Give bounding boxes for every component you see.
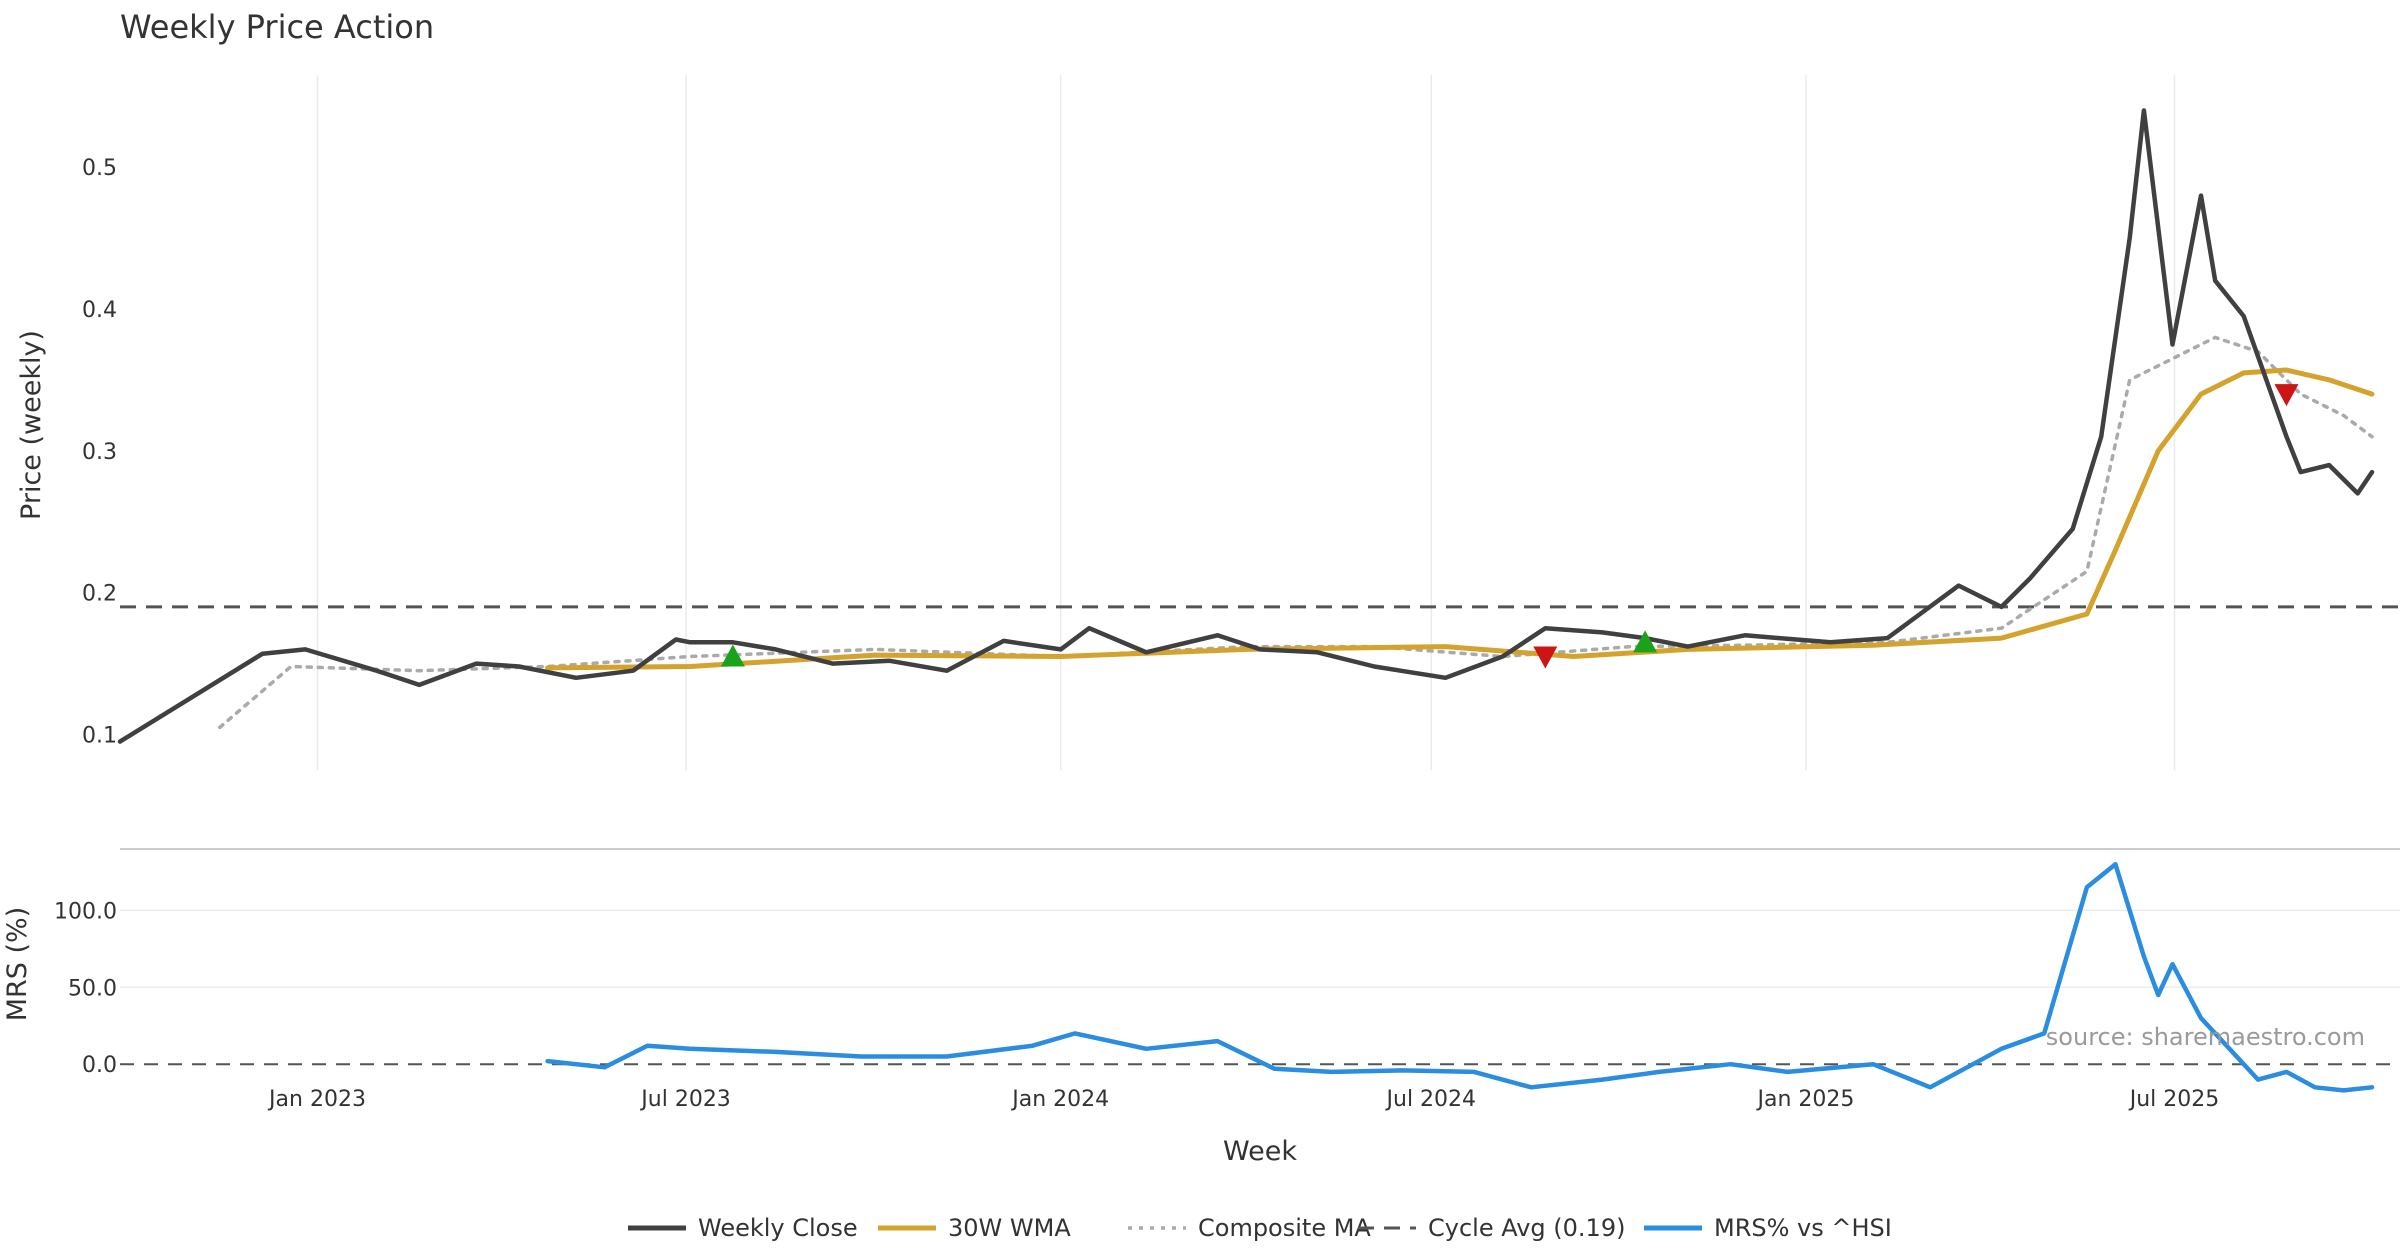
- x-axis-title: Week: [1223, 1136, 1297, 1167]
- x-tick-label: Jul 2023: [639, 1087, 731, 1112]
- price-y-ticks: 0.1 0.2 0.3 0.4 0.5: [82, 156, 117, 748]
- mrs-y-axis-title: MRS (%): [2, 907, 33, 1022]
- series-line-30w-wma: [545, 367, 2375, 671]
- mrs-y-ticks: 0.0 50.0 100.0: [54, 899, 117, 1078]
- legend-item-30w-wma: 30W WMA: [878, 1214, 1071, 1242]
- x-axis-ticks: Jan 2023 Jul 2023 Jan 2024 Jul 2024 Jan 2025…: [267, 1087, 2219, 1112]
- legend-item-weekly-close: Weekly Close: [628, 1214, 858, 1242]
- legend-label: 30W WMA: [948, 1214, 1071, 1242]
- price-y-tick-label: 0.1: [82, 724, 117, 749]
- price-y-axis-title: Price (weekly): [16, 330, 47, 520]
- x-tick-label: Jan 2023: [267, 1087, 366, 1112]
- series-line-weekly-close: [117, 108, 2375, 744]
- legend-label: Weekly Close: [698, 1214, 858, 1242]
- price-panel: 0.1 0.2 0.3 0.4 0.5 Price (weekly): [16, 75, 2400, 770]
- series-line-mrs: [545, 861, 2375, 1093]
- sell-signal-marker: [2274, 384, 2299, 407]
- source-watermark: source: sharemaestro.com: [2046, 1023, 2365, 1051]
- x-tick-label: Jan 2024: [1010, 1087, 1109, 1112]
- buy-signal-marker: [720, 644, 745, 667]
- mrs-y-tick-label: 100.0: [54, 899, 117, 924]
- legend-label: MRS% vs ^HSI: [1714, 1214, 1892, 1242]
- legend-item-composite-ma: Composite MA: [1128, 1214, 1371, 1242]
- mrs-series-group: [545, 861, 2375, 1093]
- buy-signal-marker: [1633, 630, 1658, 653]
- legend: Weekly Close 30W WMA Composite MA Cycle Avg…: [628, 1214, 1892, 1242]
- price-y-tick-label: 0.3: [82, 440, 117, 465]
- price-series-group: [117, 108, 2375, 744]
- mrs-gridlines: [120, 909, 2400, 989]
- signal-markers: [720, 384, 2299, 669]
- mrs-y-tick-label: 0.0: [82, 1053, 117, 1078]
- legend-item-mrs-vs-hsi: MRS% vs ^HSI: [1644, 1214, 1892, 1242]
- mrs-panel: 0.0 50.0 100.0 MRS (%) source: sharemaestr…: [2, 861, 2400, 1093]
- sell-signal-marker: [1533, 646, 1558, 669]
- legend-label: Cycle Avg (0.19): [1428, 1214, 1625, 1242]
- x-tick-label: Jan 2025: [1755, 1087, 1854, 1112]
- chart-title: Weekly Price Action: [120, 8, 434, 46]
- legend-item-cycle-avg-0-19-: Cycle Avg (0.19): [1358, 1214, 1625, 1242]
- x-tick-label: Jul 2024: [1385, 1087, 1477, 1112]
- mrs-y-tick-label: 50.0: [68, 976, 117, 1001]
- price-y-tick-label: 0.5: [82, 156, 117, 181]
- series-line-composite-ma: [218, 335, 2374, 730]
- legend-label: Composite MA: [1198, 1214, 1371, 1242]
- price-y-tick-label: 0.4: [82, 298, 117, 323]
- x-tick-label: Jul 2025: [2128, 1087, 2220, 1112]
- price-y-tick-label: 0.2: [82, 582, 117, 607]
